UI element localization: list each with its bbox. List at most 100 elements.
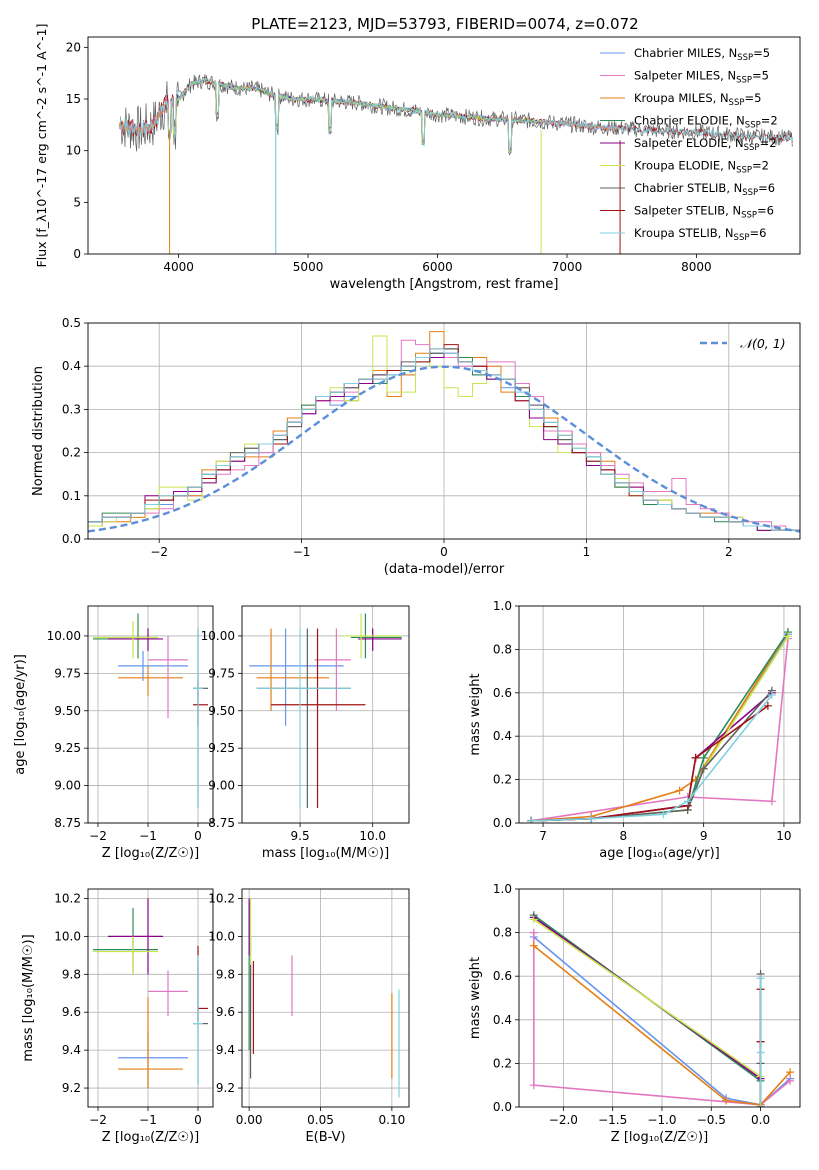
y-tick-label: 0.4 [493,729,512,743]
weight-marker [767,797,776,806]
weight-marker [722,1096,731,1105]
x-tick-label: −2 [89,829,107,843]
x-axis-label: Z [log₁₀(Z/Z☉)] [102,846,199,861]
x-tick-label: 4000 [163,260,194,274]
weight-marker [529,928,538,937]
legend-label: Chabrier ELODIE, N [634,114,745,128]
x-axis-label: E(B-V) [305,1130,345,1145]
y-tick-label: 9.2 [216,1081,235,1095]
x-tick-label: 0 [194,1113,202,1127]
legend-entry: Salpeter STELIB, NSSP=6 [634,204,774,221]
weight-marker [587,814,596,823]
x-tick-label: 10 [776,829,791,843]
legend-sub: SSP [729,98,745,108]
y-tick-label: 0.6 [493,969,512,983]
x-tick-label: 0 [440,545,448,559]
legend-eq: =2 [761,114,778,128]
y-tick-label: 9.00 [54,779,81,793]
y-tick-label: 10.0 [208,929,235,943]
legend-eq: =6 [757,204,774,218]
x-tick-label: 10.0 [359,829,386,843]
x-tick-label: −2 [89,1113,107,1127]
legend-eq: =5 [744,91,761,105]
y-tick-label: 0.3 [62,402,81,416]
y-tick-label: 9.4 [216,1043,235,1057]
weight-line [533,936,791,1106]
x-tick-label: 9 [700,829,708,843]
y-tick-label: 9.6 [62,1005,81,1019]
y-tick-label: 0.1 [62,489,81,503]
x-tick-label: 0.00 [236,1113,263,1127]
y-tick-label: 0.2 [493,1056,512,1070]
y-tick-label: 9.8 [62,967,81,981]
axes-frame [241,605,410,824]
y-tick-label: 9.4 [62,1043,81,1057]
axes-mass-vs-Z: −2 −1 0 9.2 9.4 9.6 9.8 10.0 10.2 [54,889,213,1127]
y-tick-label: 0 [73,247,81,261]
x-tick-label: 7000 [552,260,583,274]
legend-sub: SSP [745,121,761,131]
y-axis-label: mass weight [468,957,483,1039]
x-tick-label: 9.5 [291,829,310,843]
weight-marker [659,810,668,819]
y-tick-label: 10.00 [47,629,81,643]
weight-marker [529,1081,538,1090]
y-axis-label: mass weight [468,673,483,755]
y-tick-label: 9.8 [216,967,235,981]
weight-marker [699,764,708,773]
x-tick-label: 0.05 [307,1113,334,1127]
y-tick-label: 10.00 [201,629,235,643]
weight-marker [786,1068,795,1077]
x-tick-label: 5000 [293,260,324,274]
legend-entry: Kroupa ELODIE, NSSP=2 [634,159,769,176]
x-tick-label: 0 [194,829,202,843]
weight-marker [767,690,776,699]
weight-marker [683,797,692,806]
y-tick-label: 0.4 [62,359,81,373]
legend: Chabrier MILES, NSSP=5 Salpeter MILES, N S… [600,46,778,243]
axes-frame [87,888,214,1108]
y-tick-label: 10.2 [208,891,235,905]
legend-sub: SSP [734,233,750,243]
spectrum-line [120,77,794,153]
y-tick-label: 9.00 [208,779,235,793]
legend-eq: =6 [758,181,775,195]
weight-marker [786,1076,795,1085]
legend-label: Salpeter STELIB, N [634,204,741,218]
weight-marker [529,915,538,924]
x-tick-label: 0.0 [751,1113,770,1127]
y-tick-label: 10 [66,144,81,158]
x-tick-label: 0.10 [379,1113,406,1127]
x-axis-label: Z [log₁₀(Z/Z☉)] [102,1130,199,1145]
weight-line [533,945,791,1106]
y-tick-label: 0.0 [493,1100,512,1114]
x-tick-label: −1 [139,1113,157,1127]
weight-marker [756,974,765,983]
y-axis-label: Flux [f_λ10^-17 erg cm^-2 s^-1 A^-1] [34,24,49,268]
x-tick-label: −2.0 [549,1113,578,1127]
axes-frame [87,322,801,540]
axes-frame [518,605,801,824]
axes-frame [87,36,801,255]
axes-mass-weight-vs-Z: −2.0 −1.5 −1.0 −0.5 0.0 0.0 0.2 0.4 0.6 0.8 1.0 [493,882,800,1127]
y-tick-label: 0.0 [493,816,512,830]
weight-marker [783,632,792,641]
y-tick-label: 9.25 [54,741,81,755]
x-tick-label: 7 [539,829,547,843]
y-tick-label: 9.50 [54,704,81,718]
weight-marker [756,1103,765,1107]
histogram-series [88,348,800,531]
weight-marker [756,1048,765,1057]
legend-label: Salpeter MILES, N [634,69,736,83]
legend-eq: =5 [752,69,769,83]
x-tick-label: 8 [620,829,628,843]
legend-sub: SSP [741,211,757,221]
y-tick-label: 0.0 [62,532,81,546]
y-tick-label: 1.0 [493,882,512,896]
axes-frame [518,888,801,1108]
legend-entry: Chabrier MILES, NSSP=5 [634,46,770,63]
y-axis-label: mass [log₁₀(M/M☉)] [21,934,36,1061]
y-tick-label: 0.2 [62,446,81,460]
legend-entry: 𝒩(0, 1) [740,336,786,351]
